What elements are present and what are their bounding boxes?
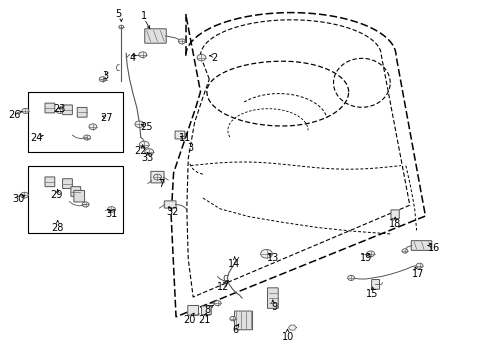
FancyBboxPatch shape <box>144 29 166 43</box>
FancyBboxPatch shape <box>45 103 55 113</box>
Text: 2: 2 <box>211 53 217 63</box>
Text: 19: 19 <box>359 253 371 264</box>
FancyBboxPatch shape <box>74 190 84 202</box>
Circle shape <box>135 121 143 127</box>
Text: 3: 3 <box>102 71 108 81</box>
FancyBboxPatch shape <box>150 171 164 183</box>
Text: 30: 30 <box>12 194 25 204</box>
FancyBboxPatch shape <box>62 179 72 189</box>
Circle shape <box>99 77 106 82</box>
Text: 8: 8 <box>204 305 210 315</box>
Bar <box>28 166 123 233</box>
Circle shape <box>415 263 422 268</box>
FancyBboxPatch shape <box>175 131 184 139</box>
Text: 21: 21 <box>198 315 210 325</box>
Bar <box>28 92 123 152</box>
Text: 18: 18 <box>388 219 401 229</box>
Circle shape <box>139 52 146 58</box>
Polygon shape <box>288 325 296 330</box>
Text: 29: 29 <box>50 190 62 200</box>
Circle shape <box>20 192 28 198</box>
Circle shape <box>82 202 89 207</box>
FancyBboxPatch shape <box>164 201 176 208</box>
Text: 17: 17 <box>411 269 424 279</box>
Text: 5: 5 <box>115 9 121 19</box>
Circle shape <box>144 149 153 155</box>
Text: 33: 33 <box>141 153 154 163</box>
FancyBboxPatch shape <box>45 177 55 186</box>
Circle shape <box>401 249 407 253</box>
Text: 22: 22 <box>134 146 147 156</box>
Text: 26: 26 <box>8 110 21 120</box>
Circle shape <box>260 249 272 258</box>
Text: 23: 23 <box>53 104 66 114</box>
Text: 20: 20 <box>183 315 196 325</box>
Circle shape <box>83 135 90 140</box>
Circle shape <box>214 301 221 306</box>
Circle shape <box>119 25 123 29</box>
Text: 12: 12 <box>216 282 229 292</box>
FancyBboxPatch shape <box>371 279 379 289</box>
FancyBboxPatch shape <box>187 305 198 315</box>
Text: 11: 11 <box>178 132 191 143</box>
Text: 6: 6 <box>232 325 238 336</box>
FancyBboxPatch shape <box>410 240 431 251</box>
FancyBboxPatch shape <box>77 107 87 117</box>
Text: 4: 4 <box>130 53 136 63</box>
Text: 10: 10 <box>282 332 294 342</box>
Text: 14: 14 <box>227 258 240 269</box>
Circle shape <box>366 251 374 257</box>
Circle shape <box>229 316 235 321</box>
Text: 7: 7 <box>158 179 164 189</box>
FancyBboxPatch shape <box>62 105 72 114</box>
Text: 32: 32 <box>165 207 178 217</box>
Text: 27: 27 <box>100 113 113 123</box>
FancyBboxPatch shape <box>267 288 278 308</box>
FancyBboxPatch shape <box>390 210 399 219</box>
Circle shape <box>22 108 29 113</box>
Text: 16: 16 <box>427 243 440 253</box>
Text: 31: 31 <box>105 209 118 219</box>
Text: 3: 3 <box>187 143 193 153</box>
Text: 25: 25 <box>140 122 153 132</box>
Circle shape <box>178 39 185 44</box>
FancyBboxPatch shape <box>71 186 81 197</box>
Circle shape <box>197 54 205 61</box>
Text: 13: 13 <box>266 253 279 264</box>
Circle shape <box>347 275 354 280</box>
Circle shape <box>107 207 115 212</box>
Text: 15: 15 <box>366 289 378 300</box>
Text: 9: 9 <box>271 302 277 312</box>
Text: 1: 1 <box>141 11 147 21</box>
FancyBboxPatch shape <box>234 311 252 330</box>
Circle shape <box>153 174 161 180</box>
FancyBboxPatch shape <box>201 306 211 315</box>
Circle shape <box>89 124 97 130</box>
Circle shape <box>56 108 63 113</box>
Text: 24: 24 <box>30 132 43 143</box>
Text: 28: 28 <box>51 222 64 233</box>
Circle shape <box>139 141 149 148</box>
